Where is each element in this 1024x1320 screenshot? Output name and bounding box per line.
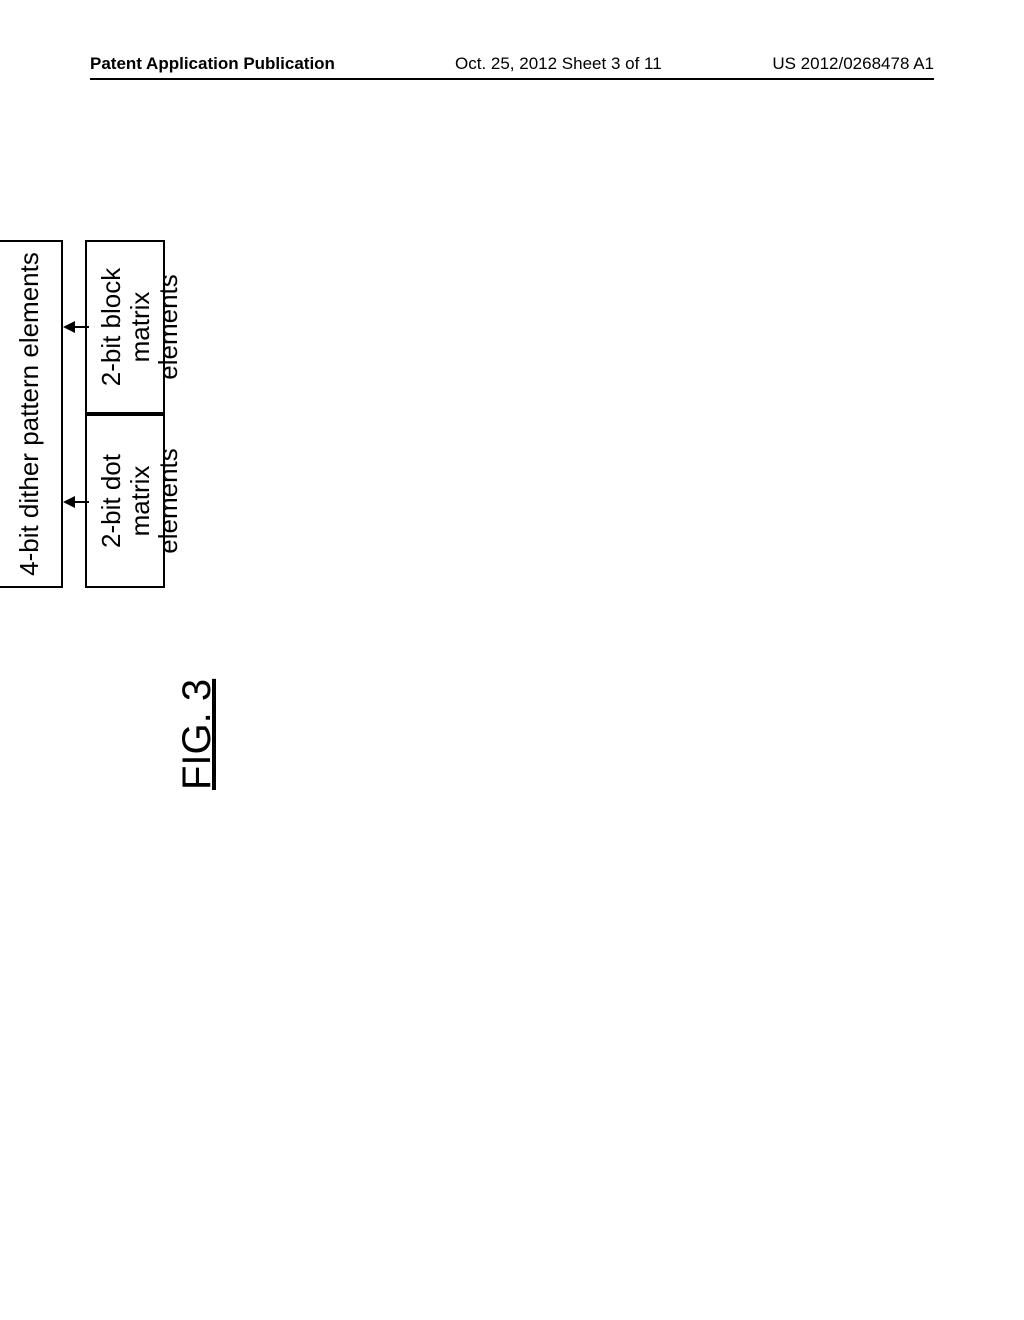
box-2bit-block-matrix: 2-bit block matrix elements (85, 240, 165, 414)
box-4bit-dither-label: 4-bit dither pattern elements (15, 242, 44, 586)
figure-caption: FIG. 3 (175, 679, 220, 790)
header-left-text: Patent Application Publication (90, 54, 335, 74)
box-4bit-dither: 4-bit dither pattern elements (0, 240, 63, 588)
header-right-text: US 2012/0268478 A1 (772, 54, 934, 74)
box-2bit-dot-matrix: 2-bit dot matrix elements (85, 414, 165, 588)
box-2bit-dot-matrix-label: 2-bit dot matrix elements (97, 416, 183, 586)
box-2bit-block-matrix-label: 2-bit block matrix elements (97, 242, 183, 412)
header-center-text: Oct. 25, 2012 Sheet 3 of 11 (455, 54, 662, 74)
figure-3: more significant bits 9876543210 bit ord… (0, 170, 215, 1190)
header-rule (90, 78, 934, 80)
page-header: Patent Application Publication Oct. 25, … (0, 50, 1024, 80)
figure-3-rotated: more significant bits 9876543210 bit ord… (0, 425, 980, 935)
